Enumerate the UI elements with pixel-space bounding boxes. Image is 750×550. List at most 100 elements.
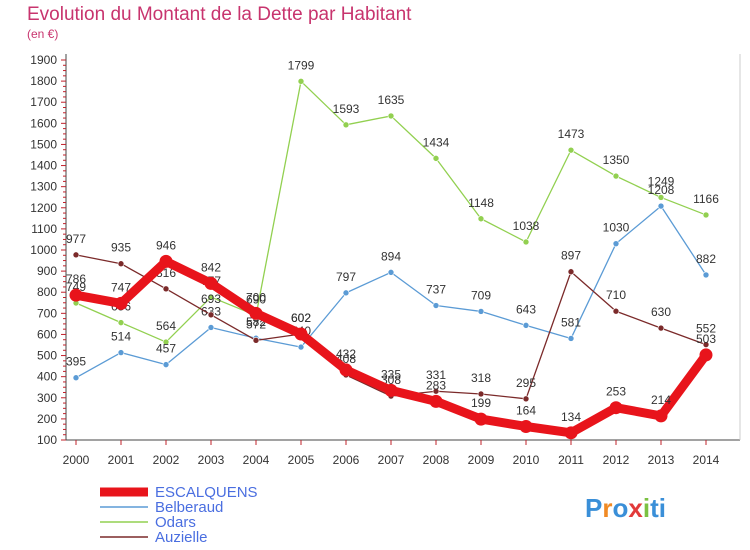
data-label: 1350 [603,153,630,167]
data-point [567,335,575,342]
data-label: 643 [516,302,536,316]
series-line [75,80,707,343]
x-tick-label: 2014 [693,453,720,467]
data-label: 1148 [468,196,494,210]
data-label: 710 [606,288,626,302]
data-label: 199 [471,396,491,410]
x-tick-label: 2005 [288,453,315,467]
data-point [702,271,710,279]
data-point [567,268,575,276]
data-label: 134 [561,410,581,424]
x-tick-label: 2006 [333,453,360,467]
x-tick-label: 2013 [648,453,675,467]
data-label: 709 [471,288,491,302]
y-tick-label: 1500 [30,137,57,151]
data-point [297,343,305,351]
data-point [699,348,713,362]
data-label: 1166 [693,192,719,206]
data-label: 602 [291,311,311,325]
data-point [162,361,170,368]
data-point [522,322,530,329]
y-tick-label: 1900 [30,53,57,67]
data-point [522,238,530,246]
data-label: 164 [516,403,536,417]
series-belberaud: 3955144576335825407978947377096435811030… [66,183,716,382]
y-tick-label: 1800 [30,74,57,88]
y-tick-label: 1000 [30,243,57,257]
data-point [564,426,578,440]
data-label: 564 [156,319,176,333]
data-label: 977 [66,232,86,246]
data-label: 253 [606,385,626,399]
data-label: 1038 [513,219,540,233]
data-label: 882 [696,252,716,266]
data-label: 572 [246,317,266,331]
data-point [72,374,80,382]
data-point [477,215,485,223]
data-point [294,327,308,341]
y-tick-label: 100 [37,433,57,447]
y-tick-label: 1300 [30,180,57,194]
y-tick-label: 600 [37,327,57,341]
data-label: 1030 [603,221,630,235]
data-label: 946 [156,238,176,252]
data-point [612,307,620,315]
data-label: 318 [471,371,491,385]
data-point [117,319,125,326]
legend-label-escalquens: ESCALQUENS [155,484,258,501]
data-label: 1635 [378,93,405,107]
data-label: 747 [111,280,131,294]
data-label: 894 [381,249,401,263]
x-tick-label: 2002 [153,453,180,467]
data-point [207,324,215,331]
y-tick-label: 1400 [30,159,57,173]
data-point [387,112,395,120]
y-unit-label: (en €) [27,27,59,41]
data-label: 432 [336,347,356,361]
data-point [72,251,80,259]
data-label: 581 [561,315,581,329]
y-tick-label: 1200 [30,201,57,215]
x-tick-label: 2001 [108,453,135,467]
data-label: 633 [201,304,221,318]
series-escalquens: 786 747 946 842 700 602 432 335 283 199 164 134 253 2… [66,238,716,440]
data-label: 786 [66,272,86,286]
data-point [612,172,620,180]
x-tick-label: 2004 [243,453,270,467]
data-label: 897 [561,249,581,263]
y-tick-label: 1600 [30,116,57,130]
data-label: 331 [426,368,446,382]
data-label: 503 [696,332,716,346]
data-point [384,383,398,397]
data-label: 1208 [648,183,675,197]
data-label: 842 [201,260,221,274]
y-tick-label: 300 [37,391,57,405]
y-tick-label: 700 [37,306,57,320]
x-tick-label: 2007 [378,453,405,467]
y-tick-label: 1100 [31,222,57,236]
y-tick-label: 200 [37,412,57,426]
data-label: 797 [336,270,356,284]
data-point [567,146,575,154]
y-tick-label: 1700 [30,95,57,109]
x-tick-label: 2010 [513,453,540,467]
data-label: 700 [246,290,266,304]
data-label: 552 [696,322,716,336]
legend-label-belberaud: Belberaud [155,499,223,516]
data-label: 693 [201,292,221,306]
data-label: 749 [66,280,86,294]
data-label: 630 [651,305,671,319]
x-tick-label: 2008 [423,453,450,467]
data-point [432,155,440,162]
x-tick-label: 2011 [558,453,584,467]
data-label: 737 [426,283,446,297]
data-point [207,293,215,301]
data-label: 457 [156,342,176,356]
data-point [609,401,623,415]
data-point [342,289,350,297]
legend-label-auzielle: Auzielle [155,529,208,546]
data-point [162,285,170,293]
